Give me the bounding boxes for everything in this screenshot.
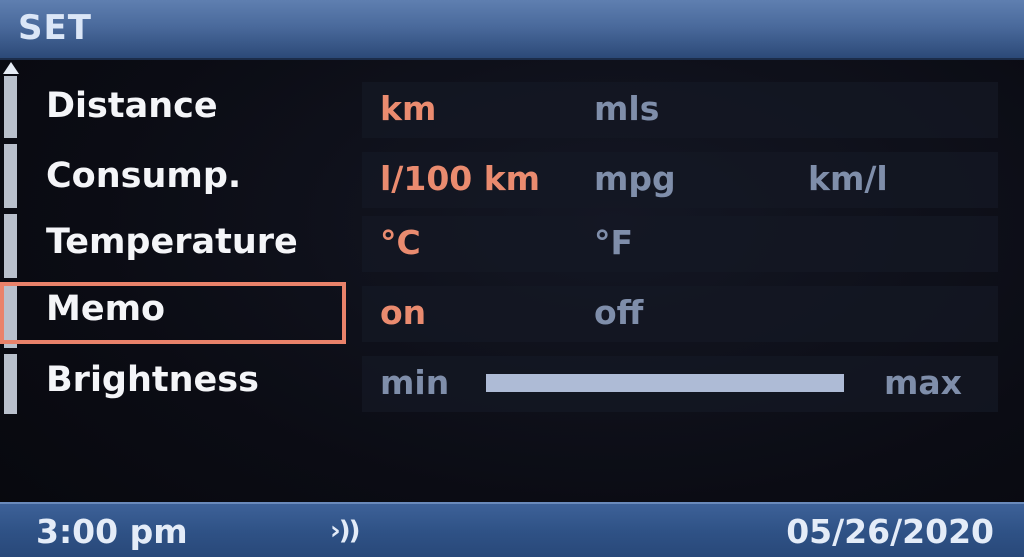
menu-item-consumption[interactable]: Consump.: [30, 150, 342, 206]
brightness-slider[interactable]: [486, 374, 844, 392]
option-fahrenheit[interactable]: °F: [594, 223, 634, 262]
option-km[interactable]: km: [380, 89, 437, 128]
option-celsius[interactable]: °C: [380, 223, 421, 262]
option-mls[interactable]: mls: [594, 89, 660, 128]
menu-item-label: Brightness: [46, 360, 259, 400]
menu-item-temperature[interactable]: Temperature: [30, 216, 342, 272]
brightness-level-fill: [486, 374, 844, 392]
menu-item-distance[interactable]: Distance: [30, 80, 342, 136]
option-km-l[interactable]: km/l: [808, 159, 888, 198]
date-display: 05/26/2020: [786, 512, 994, 551]
option-mpg[interactable]: mpg: [594, 159, 676, 198]
scroll-segment: [4, 284, 17, 348]
status-bar: 3:00 pm ›)) 05/26/2020: [0, 502, 1024, 557]
screen-title: SET: [18, 8, 92, 48]
scroll-up-arrow-icon: [3, 62, 19, 74]
menu-item-label: Memo: [46, 289, 166, 329]
signal-icon: ›)): [330, 516, 361, 546]
menu-item-label: Temperature: [46, 222, 298, 262]
option-row-temperature: °C °F: [362, 216, 998, 272]
option-row-brightness: min max: [362, 356, 998, 412]
option-l-100km[interactable]: l/100 km: [380, 159, 541, 198]
scroll-segment: [4, 214, 17, 278]
option-on[interactable]: on: [380, 293, 427, 332]
option-row-consumption: l/100 km mpg km/l: [362, 152, 998, 208]
option-off[interactable]: off: [594, 293, 644, 332]
menu-item-label: Consump.: [46, 156, 242, 196]
option-row-distance: km mls: [362, 82, 998, 138]
scroll-segment: [4, 76, 17, 138]
title-bar: SET: [0, 0, 1024, 60]
menu-item-label: Distance: [46, 86, 218, 126]
brightness-min-label: min: [380, 363, 450, 402]
scroll-segment: [4, 144, 17, 208]
brightness-max-label: max: [884, 363, 962, 402]
menu-item-memo[interactable]: Memo: [0, 282, 346, 344]
option-row-memo: on off: [362, 286, 998, 342]
clock-time: 3:00 pm: [36, 512, 188, 551]
scroll-segment: [4, 354, 17, 414]
scroll-rail[interactable]: [2, 62, 20, 414]
menu-item-brightness[interactable]: Brightness: [30, 354, 342, 410]
